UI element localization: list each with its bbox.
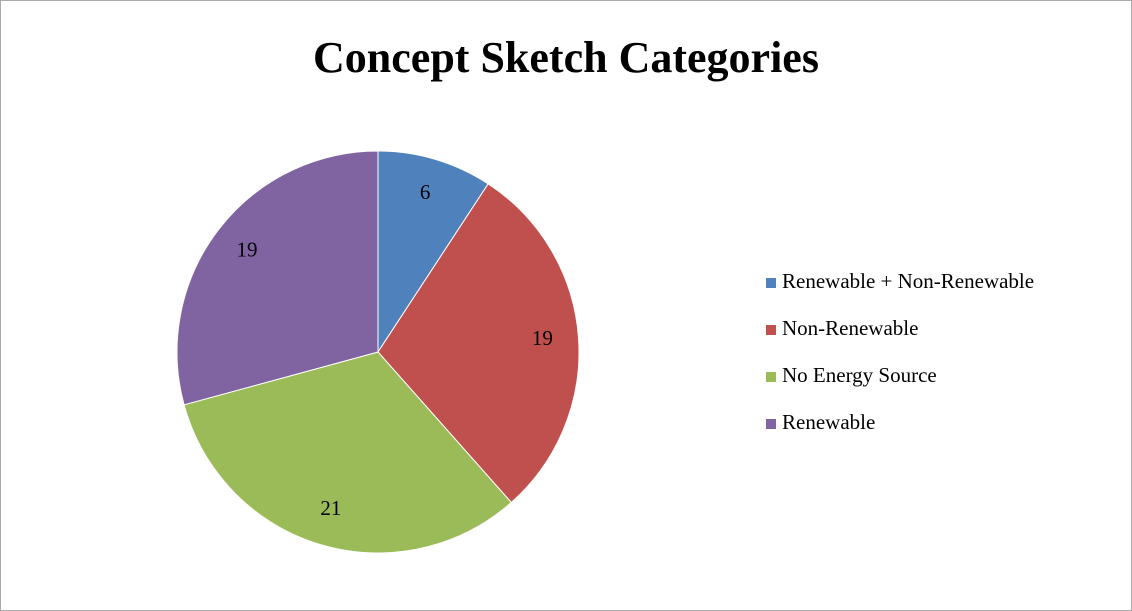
legend-label: Renewable + Non-Renewable xyxy=(782,269,1034,293)
legend-swatch xyxy=(766,419,776,429)
data-label: 19 xyxy=(237,238,258,262)
pie-slice xyxy=(377,183,580,504)
pie-slice xyxy=(377,150,489,354)
legend-swatch xyxy=(766,278,776,288)
data-label: 6 xyxy=(420,180,431,204)
legend-label: No Energy Source xyxy=(782,363,937,387)
legend-swatch xyxy=(766,325,776,335)
pie-slice xyxy=(183,351,512,554)
data-label: 21 xyxy=(320,496,341,520)
legend-label: Renewable xyxy=(782,410,875,434)
chart-title: Concept Sketch Categories xyxy=(313,33,819,82)
pie-slice xyxy=(176,150,379,406)
data-label: 19 xyxy=(532,326,553,350)
legend-swatch xyxy=(766,372,776,382)
legend-label: Non-Renewable xyxy=(782,316,918,340)
